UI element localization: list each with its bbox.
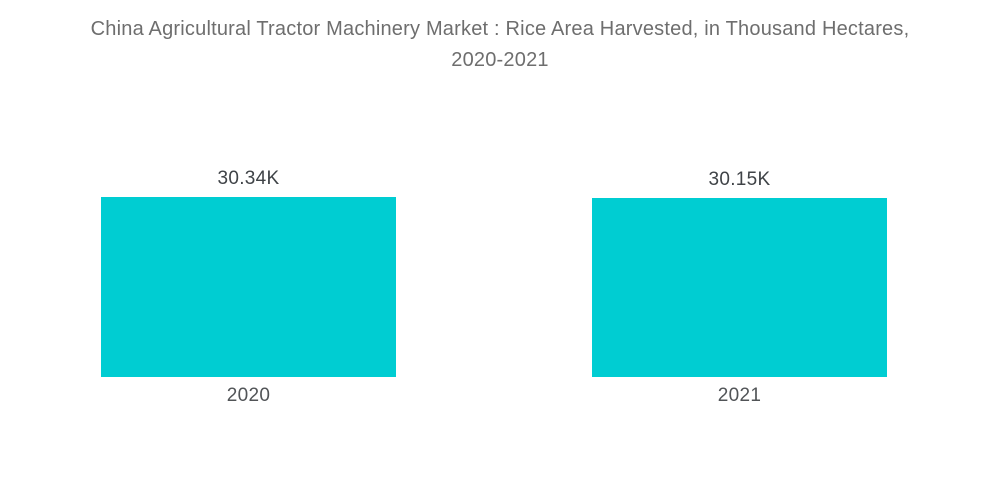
- bar-2020[interactable]: [101, 197, 396, 377]
- chart-title-line-1: China Agricultural Tractor Machinery Mar…: [90, 18, 910, 40]
- bar-value-label-2020: 30.34K: [217, 168, 280, 189]
- x-axis-label-2020: 2020: [226, 385, 271, 406]
- bar-2021[interactable]: [592, 198, 887, 377]
- chart-title-line-2: 2020-2021: [451, 49, 549, 71]
- bar-group-2021: 30.15K 2021: [592, 169, 887, 406]
- bar-group-2020: 30.34K 2020: [101, 168, 396, 406]
- x-axis-label-2021: 2021: [717, 385, 762, 406]
- chart-title: China Agricultural Tractor Machinery Mar…: [0, 14, 1000, 76]
- bar-value-label-2021: 30.15K: [708, 169, 771, 190]
